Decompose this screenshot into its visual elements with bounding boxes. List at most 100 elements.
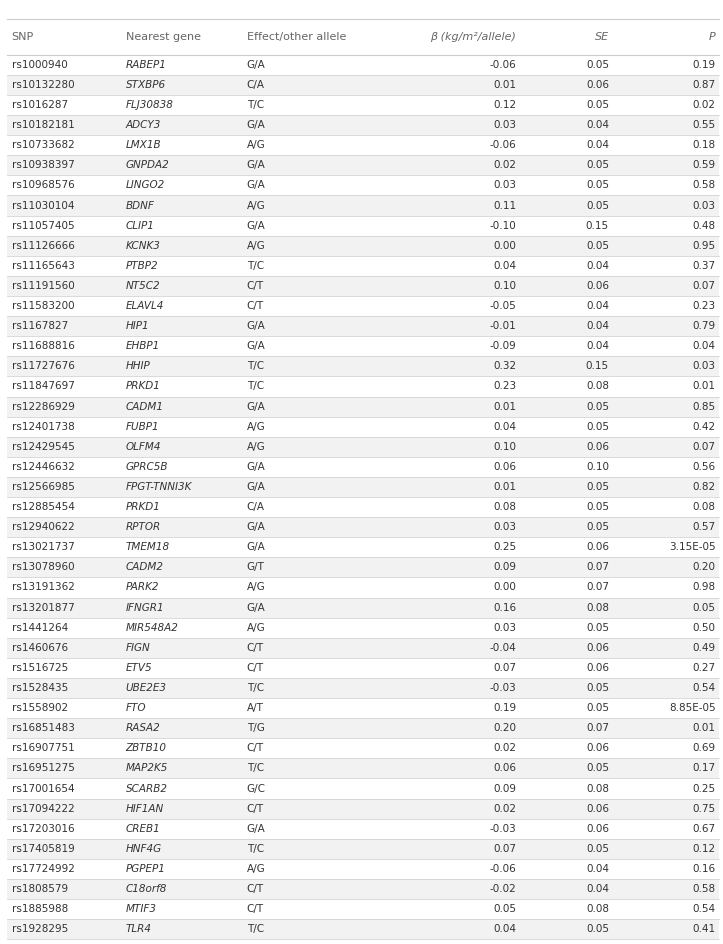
Text: TLR4: TLR4 [126,924,152,935]
Text: rs1167827: rs1167827 [12,321,68,331]
Text: 0.04: 0.04 [586,341,609,351]
Text: A/G: A/G [247,422,265,431]
Text: rs11583200: rs11583200 [12,301,74,311]
Text: MAP2K5: MAP2K5 [126,764,168,773]
Bar [7,638,719,658]
Text: PRKD1: PRKD1 [126,502,161,512]
Text: β (kg/m²/allele): β (kg/m²/allele) [430,32,516,42]
Bar [7,356,719,377]
Text: -0.06: -0.06 [489,141,516,150]
Text: RABEP1: RABEP1 [126,59,166,70]
Text: rs1441264: rs1441264 [12,623,68,632]
Text: 0.07: 0.07 [693,281,716,291]
Text: 0.69: 0.69 [693,743,716,753]
Text: 0.04: 0.04 [586,261,609,271]
Text: 0.07: 0.07 [586,723,609,733]
Text: 0.04: 0.04 [586,884,609,894]
Text: 0.17: 0.17 [693,764,716,773]
Text: -0.06: -0.06 [489,59,516,70]
Text: 0.04: 0.04 [493,924,516,935]
Text: rs10733682: rs10733682 [12,141,74,150]
Bar [7,437,719,457]
Text: rs13021737: rs13021737 [12,542,74,552]
Text: RPTOR: RPTOR [126,522,161,532]
Bar [7,799,719,818]
Text: rs16951275: rs16951275 [12,764,74,773]
Bar [7,115,719,135]
Text: rs11165643: rs11165643 [12,261,74,271]
Text: PGPEP1: PGPEP1 [126,864,166,874]
Bar [7,598,719,617]
Text: SCARB2: SCARB2 [126,784,168,794]
Text: T/C: T/C [247,261,264,271]
Text: 0.16: 0.16 [693,864,716,874]
Text: rs11126666: rs11126666 [12,241,74,251]
Text: 0.00: 0.00 [494,241,516,251]
Text: 0.11: 0.11 [493,200,516,211]
Text: rs17405819: rs17405819 [12,844,74,853]
Text: -0.03: -0.03 [489,824,516,834]
Text: 0.10: 0.10 [493,442,516,452]
Text: -0.10: -0.10 [489,221,516,230]
Text: 0.04: 0.04 [493,261,516,271]
Text: GNPDA2: GNPDA2 [126,160,169,170]
Text: 0.06: 0.06 [493,462,516,472]
Text: 0.07: 0.07 [586,582,609,593]
Text: rs17094222: rs17094222 [12,803,74,814]
Text: rs1885988: rs1885988 [12,904,68,914]
Text: 0.04: 0.04 [586,141,609,150]
Text: T/C: T/C [247,362,264,371]
Text: 0.02: 0.02 [493,160,516,170]
Text: 0.27: 0.27 [693,663,716,673]
Bar [7,215,719,236]
Bar [7,396,719,416]
Bar [7,899,719,919]
Text: 0.23: 0.23 [493,381,516,392]
Text: PARK2: PARK2 [126,582,159,593]
Text: P: P [709,32,716,42]
Text: LMX1B: LMX1B [126,141,161,150]
Bar [7,758,719,779]
Bar [7,416,719,437]
Text: FIGN: FIGN [126,643,150,653]
Text: 0.06: 0.06 [586,743,609,753]
Text: 0.06: 0.06 [586,824,609,834]
Text: 0.06: 0.06 [586,643,609,653]
Text: T/C: T/C [247,683,264,693]
Text: LINGO2: LINGO2 [126,180,165,191]
Text: 0.06: 0.06 [586,281,609,291]
Text: 0.01: 0.01 [693,381,716,392]
Text: G/A: G/A [247,221,265,230]
Bar [7,55,719,75]
Text: rs17203016: rs17203016 [12,824,74,834]
Bar [7,336,719,356]
Text: CADM1: CADM1 [126,401,163,412]
Text: rs11727676: rs11727676 [12,362,74,371]
Text: FUBP1: FUBP1 [126,422,159,431]
Text: 0.05: 0.05 [586,100,609,110]
Text: 0.12: 0.12 [693,844,716,853]
Text: ETV5: ETV5 [126,663,152,673]
Text: T/C: T/C [247,924,264,935]
Text: 0.48: 0.48 [693,221,716,230]
Text: 0.04: 0.04 [493,422,516,431]
Bar [7,718,719,738]
Text: G/A: G/A [247,602,265,613]
Text: rs1016287: rs1016287 [12,100,68,110]
Text: UBE2E3: UBE2E3 [126,683,166,693]
Bar [7,316,719,336]
Text: 0.05: 0.05 [586,241,609,251]
Text: HIP1: HIP1 [126,321,149,331]
Text: 0.41: 0.41 [693,924,716,935]
Text: rs12446632: rs12446632 [12,462,74,472]
Text: -0.02: -0.02 [489,884,516,894]
Text: 0.03: 0.03 [493,623,516,632]
Text: 0.05: 0.05 [493,904,516,914]
Bar [7,517,719,537]
Text: 0.87: 0.87 [693,80,716,90]
Text: -0.03: -0.03 [489,683,516,693]
Text: 0.05: 0.05 [586,683,609,693]
Text: 0.98: 0.98 [693,582,716,593]
Text: rs11847697: rs11847697 [12,381,74,392]
Text: C/T: C/T [247,884,264,894]
